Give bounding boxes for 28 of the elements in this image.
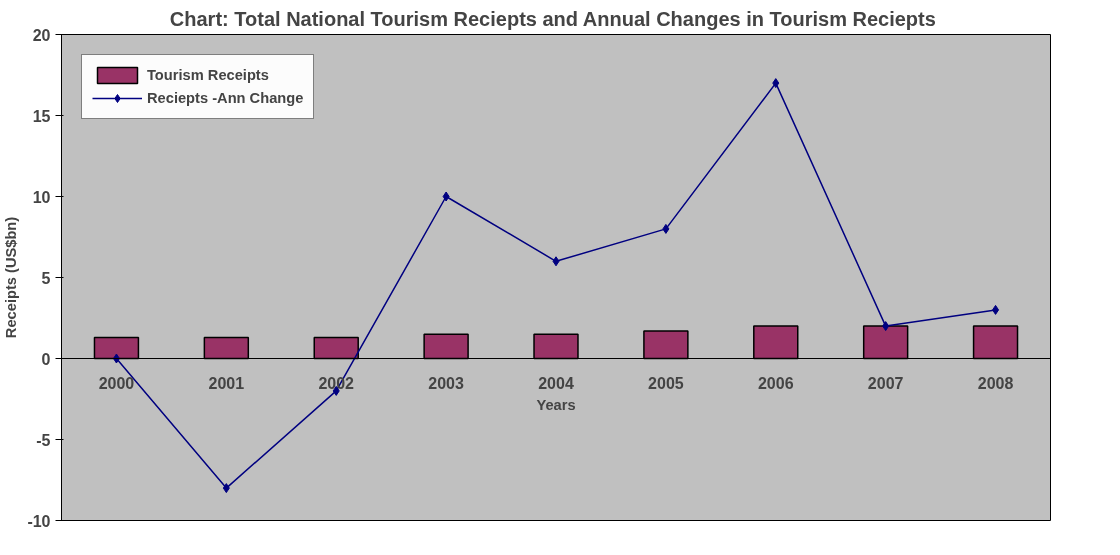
point: [772, 78, 780, 89]
chart-title: Chart: Total National Tourism Reciepts and Annual Changes in Tourism Reciepts: [169, 7, 936, 30]
legend-label: Tourism Receipts: [147, 67, 269, 83]
y-axis-title: Receipts (US$bn): [3, 216, 20, 339]
point: [992, 304, 1000, 315]
x-tick-label: 2007: [867, 374, 904, 392]
x-tick-label: 2000: [98, 374, 135, 392]
point: [112, 353, 120, 364]
x-tick-label: 2004: [538, 374, 574, 392]
x-tick-label: 2008: [977, 374, 1014, 392]
y-tick-label: 5: [41, 269, 51, 287]
point: [442, 191, 450, 202]
y-tick-label: 20: [32, 26, 51, 44]
y-tick-label: 10: [32, 188, 51, 206]
x-tick-label: 2006: [757, 374, 794, 392]
y-tick-label: 0: [41, 350, 51, 368]
x-tick-label: 2003: [428, 374, 465, 392]
x-axis-title: Years: [536, 396, 576, 413]
point: [662, 223, 670, 234]
x-tick-label: 2001: [208, 374, 245, 392]
legend-label: Reciepts -Ann Change: [147, 90, 304, 106]
y-tick-label: -10: [27, 512, 51, 530]
y-tick-label: -5: [36, 431, 51, 449]
x-tick-label: 2005: [648, 374, 684, 392]
y-tick-label: 15: [32, 107, 51, 125]
point: [222, 483, 230, 494]
point: [552, 256, 560, 267]
point: [882, 321, 890, 332]
